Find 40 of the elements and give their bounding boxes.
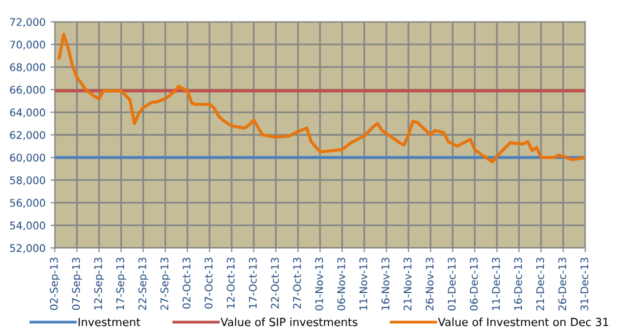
x-tick-label: 27-Oct-13	[293, 258, 301, 309]
y-tick-label: 56,000	[10, 198, 46, 208]
x-tick-label: 06-Nov-13	[337, 258, 346, 310]
x-tick-label: 17-Oct-13	[248, 258, 257, 308]
x-tick-label: 01-Dec-13	[448, 258, 456, 310]
y-tick-label: 66,000	[10, 86, 46, 95]
x-tick-label: 27-Sep-13	[160, 258, 170, 310]
x-tick-label: 07-Oct-13	[204, 258, 213, 309]
y-tick-label: 54,000	[10, 222, 46, 230]
x-tick-label: 12-Oct-13	[226, 258, 235, 308]
x-tick-label: 26-Dec-13	[558, 258, 566, 310]
legend-label: Investment	[78, 318, 140, 326]
y-tick-label: 62,000	[10, 131, 46, 140]
y-tick-label: 64,000	[10, 108, 46, 118]
y-tick-label: 68,000	[10, 63, 46, 72]
x-tick-label: 02-Sep-13	[50, 258, 60, 310]
x-tick-label: 06-Dec-13	[470, 258, 478, 310]
x-tick-label: 17-Sep-13	[116, 258, 126, 310]
x-tick-label: 16-Nov-13	[381, 258, 390, 310]
x-tick-label: 11-Nov-13	[359, 258, 368, 310]
line-series	[58, 32, 586, 164]
y-tick-label: 60,000	[10, 154, 46, 163]
legend-label: Value of SIP investments	[220, 318, 358, 326]
x-tick-label: 01-Nov-13	[315, 258, 324, 310]
x-tick-label: 02-Oct-13	[182, 258, 190, 309]
x-tick-label: 22-Sep-13	[138, 258, 148, 310]
x-tick-label: 16-Dec-13	[514, 258, 522, 310]
y-tick-label: 58,000	[10, 176, 46, 186]
y-tick-label: 70,000	[10, 40, 46, 50]
x-tick-label: 21-Dec-13	[536, 258, 544, 310]
x-tick-label: 26-Nov-13	[426, 258, 434, 310]
x-tick-label: 21-Nov-13	[404, 258, 412, 310]
x-tick-label: 12-Sep-13	[94, 258, 104, 310]
y-tick-label: 72,000	[10, 18, 46, 28]
x-tick-label: 07-Sep-13	[72, 258, 82, 310]
legend-label: Value of Investment on Dec 31	[438, 318, 608, 326]
x-tick-label: 31-Dec-13	[580, 258, 588, 310]
x-tick-label: 11-Dec-13	[492, 258, 500, 310]
y-tick-label: 52,000	[10, 244, 46, 254]
x-tick-label: 22-Oct-13	[270, 258, 279, 309]
